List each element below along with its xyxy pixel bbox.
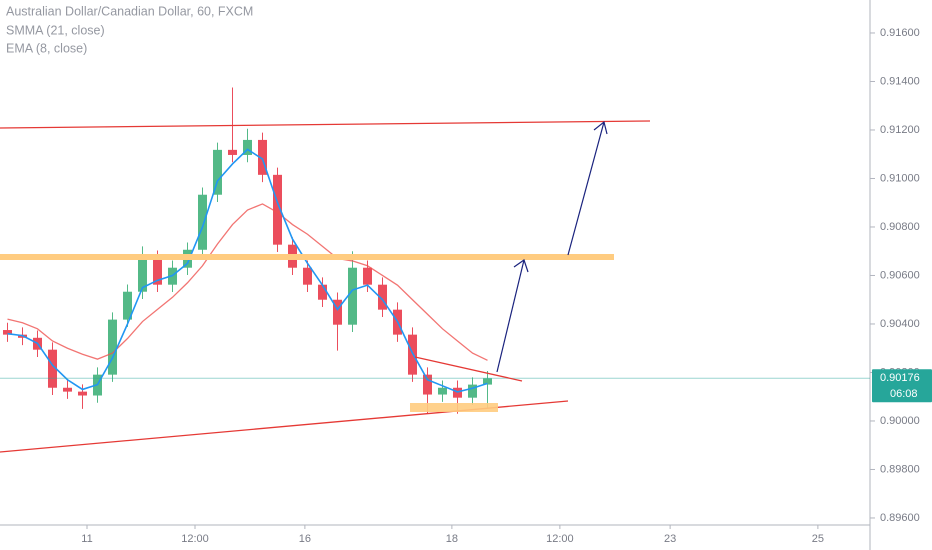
y-tick-label: 0.89600 bbox=[880, 512, 920, 524]
y-tick-label: 0.91400 bbox=[880, 75, 920, 87]
candle-body bbox=[138, 257, 147, 292]
candle-body bbox=[258, 139, 267, 175]
candle-body bbox=[423, 374, 432, 395]
candle-body bbox=[48, 349, 57, 388]
arrow-head bbox=[513, 259, 529, 273]
arrow bbox=[567, 121, 605, 256]
candle-body bbox=[243, 139, 252, 155]
candle-body bbox=[483, 378, 492, 385]
arrow-head bbox=[593, 120, 608, 135]
candle-body bbox=[228, 149, 237, 155]
candle-body bbox=[273, 174, 282, 245]
y-tick-label: 0.90800 bbox=[880, 221, 920, 233]
candle-body bbox=[318, 284, 327, 300]
candle-body bbox=[198, 194, 207, 250]
resistance-line bbox=[0, 120, 651, 129]
last-price-label: 0.90176 bbox=[880, 372, 920, 384]
y-tick-label: 0.90600 bbox=[880, 269, 920, 281]
last-price-box bbox=[872, 369, 932, 403]
indicator-line bbox=[7, 148, 488, 393]
candle-body bbox=[153, 257, 162, 285]
candle-body bbox=[78, 391, 87, 396]
y-tick-label: 0.90000 bbox=[880, 415, 920, 427]
y-tick-label: 0.91000 bbox=[880, 172, 920, 184]
candle-body bbox=[363, 267, 372, 285]
y-tick-label: 0.91600 bbox=[880, 27, 920, 39]
y-tick-label: 0.89800 bbox=[880, 463, 920, 475]
x-tick-label: 18 bbox=[446, 533, 458, 545]
candle-body bbox=[453, 387, 462, 398]
candle-body bbox=[468, 384, 477, 398]
indicator-line bbox=[7, 203, 488, 361]
base-zone bbox=[410, 403, 498, 412]
candle-body bbox=[123, 291, 132, 320]
triangle-line bbox=[414, 356, 523, 382]
x-tick-label: 11 bbox=[81, 533, 92, 545]
legend-entry: EMA (8, close) bbox=[6, 41, 87, 55]
candle-body bbox=[378, 284, 387, 310]
candle-body bbox=[303, 267, 312, 285]
candle-body bbox=[3, 330, 12, 335]
arrow bbox=[496, 259, 525, 373]
arrows bbox=[496, 120, 608, 373]
candle-body bbox=[348, 267, 357, 325]
y-tick-label: 0.90400 bbox=[880, 318, 920, 330]
x-tick-label: 23 bbox=[664, 533, 676, 545]
x-tick-label: 12:00 bbox=[181, 533, 209, 545]
x-tick-label: 12:00 bbox=[546, 533, 574, 545]
y-tick-label: 0.91200 bbox=[880, 124, 920, 136]
candle-body bbox=[213, 149, 222, 195]
chart-title: Australian Dollar/Canadian Dollar, 60, F… bbox=[6, 4, 253, 18]
x-tick-label: 25 bbox=[812, 533, 824, 545]
support-zone bbox=[0, 254, 614, 260]
candle-body bbox=[63, 387, 72, 392]
drawings bbox=[0, 120, 651, 453]
x-tick-label: 16 bbox=[299, 533, 311, 545]
candle-body bbox=[108, 319, 117, 375]
legend-entry: SMMA (21, close) bbox=[6, 23, 105, 37]
candle-body bbox=[438, 387, 447, 395]
candle-body bbox=[333, 299, 342, 325]
countdown-label: 06:08 bbox=[890, 388, 918, 400]
